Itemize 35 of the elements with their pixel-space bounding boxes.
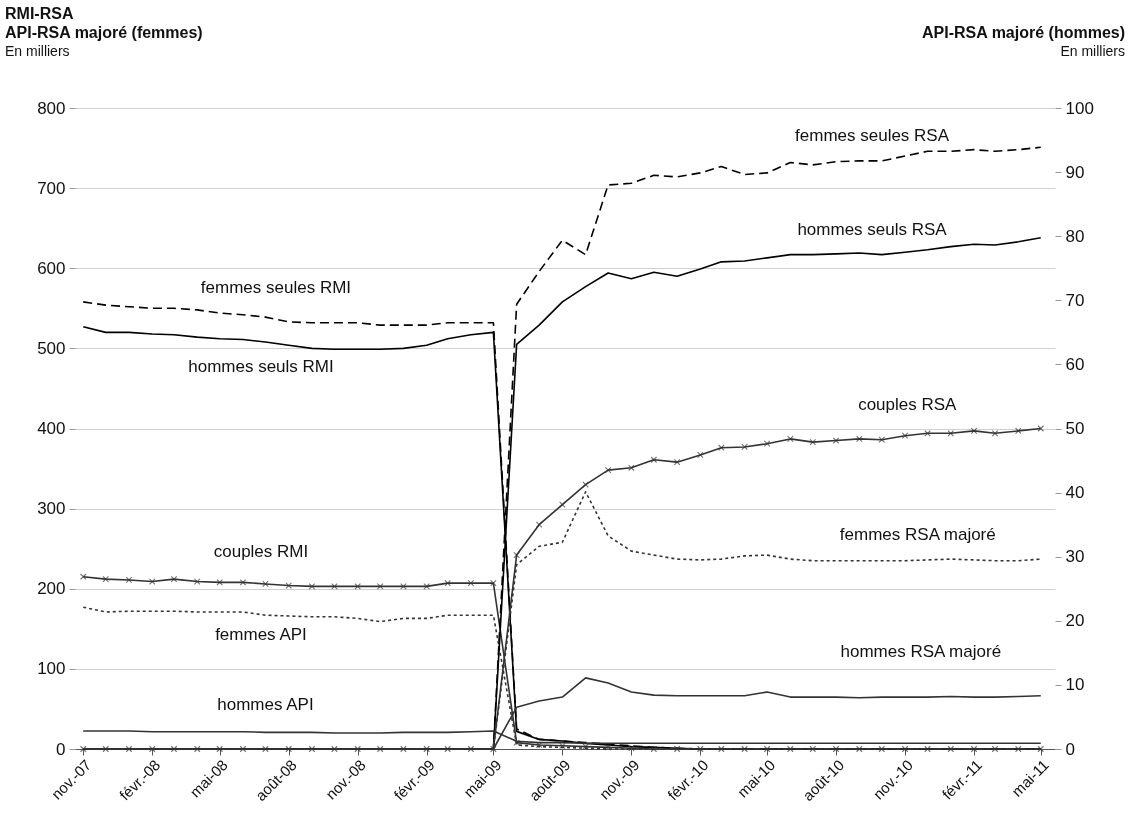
y2-tick-label: 70: [1065, 290, 1085, 310]
series-label: femmes seules RMI: [200, 278, 352, 298]
text: hommes RSA majoré: [840, 642, 1002, 662]
y2-tick-label: 90: [1065, 162, 1085, 182]
y-tick-label: 700: [37, 178, 66, 198]
text: En milliers: [1059, 42, 1125, 61]
y2-tick-label: 20: [1065, 611, 1085, 631]
y2-tick-label: 100: [1065, 98, 1094, 118]
y2-tick-label: 30: [1065, 547, 1085, 567]
y-tick-label: 500: [37, 338, 66, 358]
series-label: hommes seuls RSA: [797, 219, 948, 239]
y-tick-label: 0: [56, 739, 66, 759]
series-label: femmes RSA majoré: [839, 525, 996, 545]
y2-axis-title: API-RSA majoré (hommes): [922, 23, 1125, 42]
series-label: hommes seuls RMI: [188, 356, 334, 376]
y2-tick-label: 60: [1065, 354, 1085, 374]
y-axis-title: API-RSA majoré (femmes): [5, 23, 203, 42]
y-tick-label: 400: [37, 419, 66, 438]
y-tick-label: 100: [37, 659, 66, 679]
text: En milliers: [5, 42, 71, 61]
series-label: femmes API: [215, 625, 307, 645]
y-tick-label: 600: [37, 258, 66, 278]
y2-tick-label: 50: [1065, 419, 1085, 438]
y-tick-label: 200: [37, 579, 66, 599]
series-label: hommes API: [217, 694, 314, 714]
y-tick-label: 800: [37, 98, 66, 118]
y2-tick-label: 10: [1065, 675, 1085, 695]
series-label: couples RSA: [858, 395, 958, 415]
y2-tick-label: 80: [1065, 226, 1085, 246]
chart-title: RMI-RSA: [5, 4, 75, 23]
y2-tick-label: 0: [1065, 739, 1075, 759]
series-label: couples RMI: [213, 541, 309, 561]
y-tick-label: 300: [37, 499, 66, 519]
y2-tick-label: 40: [1065, 483, 1085, 503]
series-label: femmes seules RSA: [795, 126, 950, 146]
